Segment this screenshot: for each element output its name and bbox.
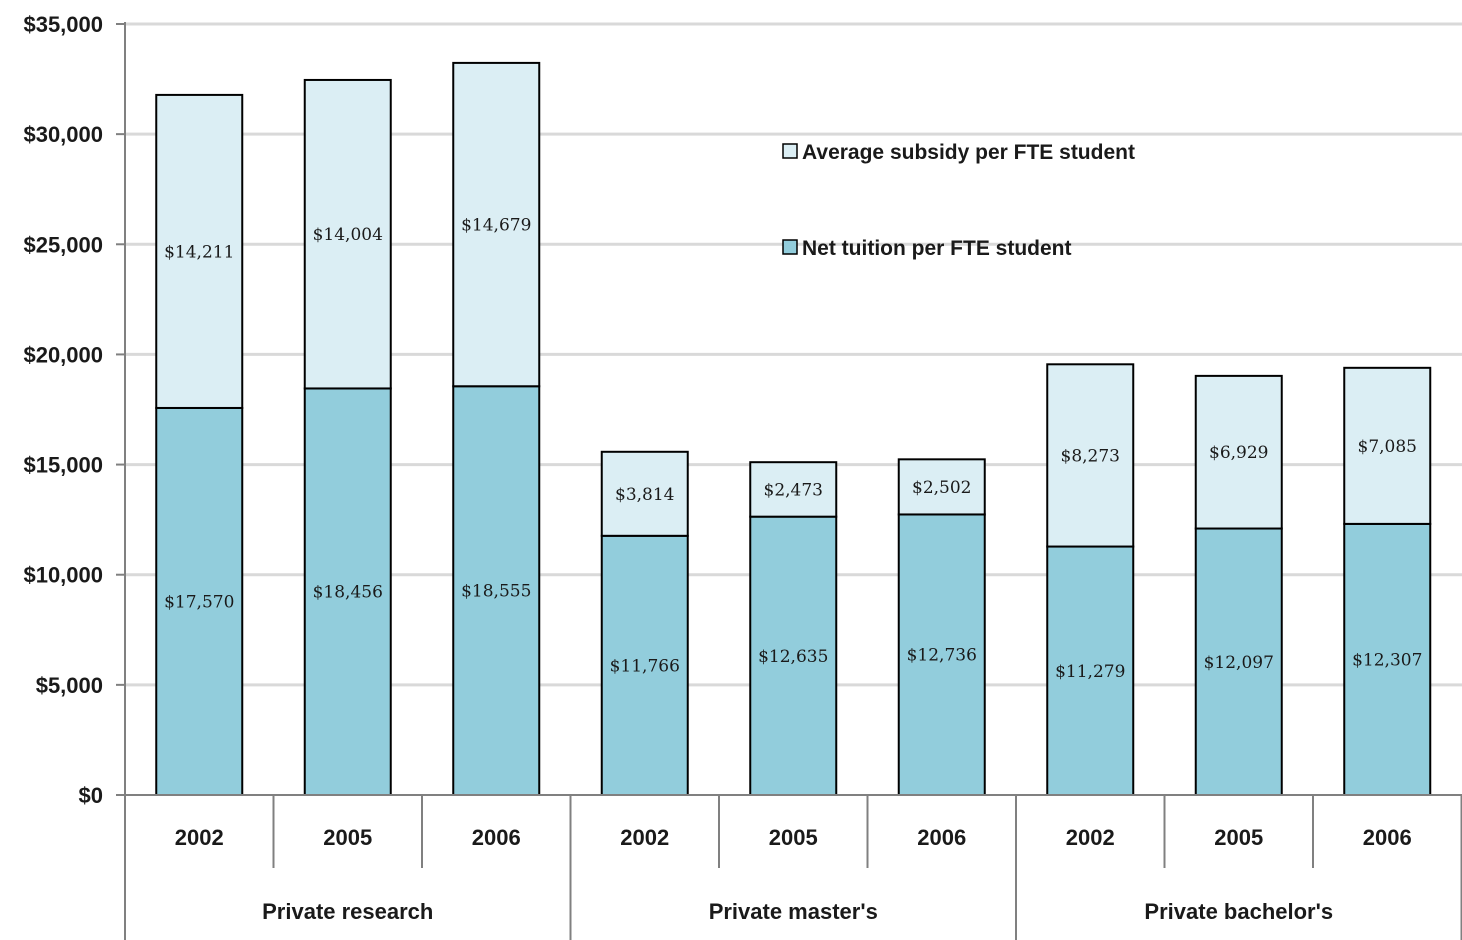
data-label: $2,473	[764, 480, 823, 500]
data-label: $3,814	[615, 485, 674, 505]
y-tick-label: $10,000	[23, 563, 103, 588]
y-tick-label: $35,000	[23, 12, 103, 37]
x-category-label: 2005	[1214, 825, 1263, 850]
x-category-label: 2002	[620, 825, 669, 850]
subsidy-bar	[749, 461, 838, 518]
net-tuition-bar	[1194, 527, 1283, 796]
net-tuition-bar	[1343, 522, 1432, 796]
subsidy-bar	[452, 61, 541, 388]
legend-label: Average subsidy per FTE student	[802, 141, 1135, 164]
data-label: $2,502	[912, 478, 971, 498]
data-label: $12,097	[1204, 653, 1274, 673]
subsidy-bar	[303, 78, 392, 390]
x-category-label: 2005	[323, 825, 372, 850]
y-tick-label: $20,000	[23, 342, 103, 367]
axes: $0 $5,000 $10,000 $15,000 $20,000 $25,000 $30,…	[23, 12, 1462, 940]
data-label: $12,635	[758, 647, 828, 667]
data-label: $14,004	[313, 225, 383, 245]
data-label: $11,279	[1055, 662, 1125, 682]
x-group-label: Private master's	[709, 899, 878, 924]
y-tick-label: $25,000	[23, 232, 103, 257]
x-group-label: Private research	[262, 899, 433, 924]
x-category-label: 2006	[1363, 825, 1412, 850]
data-label: $18,456	[313, 583, 383, 603]
subsidy-bar	[155, 93, 244, 409]
y-tick-label: $0	[79, 783, 103, 808]
x-category-label: 2002	[1066, 825, 1115, 850]
x-category-label: 2005	[769, 825, 818, 850]
net-tuition-bar	[600, 534, 689, 796]
legend-swatch	[782, 143, 798, 159]
net-tuition-bar	[897, 513, 986, 796]
x-category-label: 2006	[472, 825, 521, 850]
data-label: $8,273	[1061, 446, 1120, 466]
x-category-label: 2002	[175, 825, 224, 850]
subsidy-bar	[1046, 363, 1135, 548]
data-label: $11,766	[610, 656, 680, 676]
x-group-label: Private bachelor's	[1144, 899, 1333, 924]
x-category-label: 2006	[917, 825, 966, 850]
data-label: $14,679	[461, 216, 531, 236]
subsidy-bar	[600, 450, 689, 537]
data-label: $18,555	[461, 582, 531, 602]
bars: $17,570 $14,211 $18,456 $14,004 $18,555 $14,6…	[155, 61, 1432, 796]
data-label: $12,736	[907, 646, 977, 666]
data-label: $14,211	[164, 242, 234, 262]
y-tick-label: $30,000	[23, 122, 103, 147]
data-label: $6,929	[1209, 443, 1268, 463]
data-label: $17,570	[164, 592, 234, 612]
legend: Average subsidy per FTE student Net tuiti…	[782, 141, 1135, 260]
legend-swatch	[782, 239, 798, 255]
net-tuition-bar	[303, 387, 392, 796]
data-label: $12,307	[1352, 650, 1422, 670]
subsidy-bar	[1343, 366, 1432, 525]
data-label: $7,085	[1358, 437, 1417, 457]
legend-label: Net tuition per FTE student	[802, 237, 1071, 260]
subsidy-bar	[897, 458, 986, 516]
net-tuition-bar	[452, 385, 541, 796]
y-tick-label: $5,000	[36, 673, 103, 698]
subsidy-bar	[1194, 374, 1283, 530]
y-tick-label: $15,000	[23, 453, 103, 478]
net-tuition-bar	[1046, 545, 1135, 796]
